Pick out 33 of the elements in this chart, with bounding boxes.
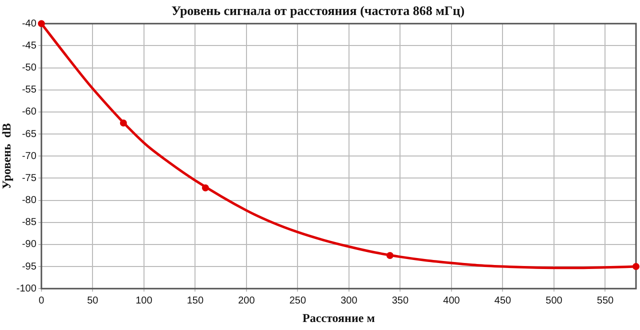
x-tick-label: 550 (596, 295, 614, 306)
y-tick-label: -95 (22, 261, 37, 272)
y-axis-title: Уровень dB (0, 123, 14, 190)
y-tick-label: -100 (16, 283, 37, 294)
y-tick-label: -55 (22, 84, 37, 96)
x-tick-label: 450 (494, 295, 512, 306)
y-tick-label: -70 (22, 150, 37, 162)
y-tick-label: -80 (22, 195, 37, 206)
x-tick-label: 350 (392, 295, 409, 306)
x-tick-label: 250 (289, 295, 306, 306)
point (120, 119, 127, 126)
y-tick-label: -65 (22, 128, 37, 140)
point (202, 184, 209, 192)
x-axis-title: Расстояние м (302, 310, 375, 325)
y-tick-label: -45 (22, 40, 37, 52)
y-tick-label: -85 (22, 217, 37, 228)
point (632, 263, 640, 270)
x-tick-label: 500 (546, 295, 563, 306)
x-tick-label: 150 (186, 295, 204, 306)
y-tick-label: -90 (22, 239, 37, 250)
x-tick-label: 50 (87, 295, 99, 306)
y-tick-label: -75 (22, 172, 37, 184)
chart-title: Уровень сигнала от расстояния (частота 868 мГц) (171, 3, 465, 18)
x-tick-label: 400 (443, 295, 460, 306)
y-tick-label: -50 (22, 62, 37, 74)
y-tick-label: -60 (22, 106, 37, 118)
point (38, 20, 45, 28)
x-tick-label: 0 (38, 295, 45, 306)
y-tick-label: -40 (22, 18, 37, 30)
point (386, 252, 394, 259)
x-tick-label: 100 (136, 295, 153, 306)
x-tick-label: 200 (238, 295, 256, 306)
x-tick-label: 300 (340, 295, 358, 306)
